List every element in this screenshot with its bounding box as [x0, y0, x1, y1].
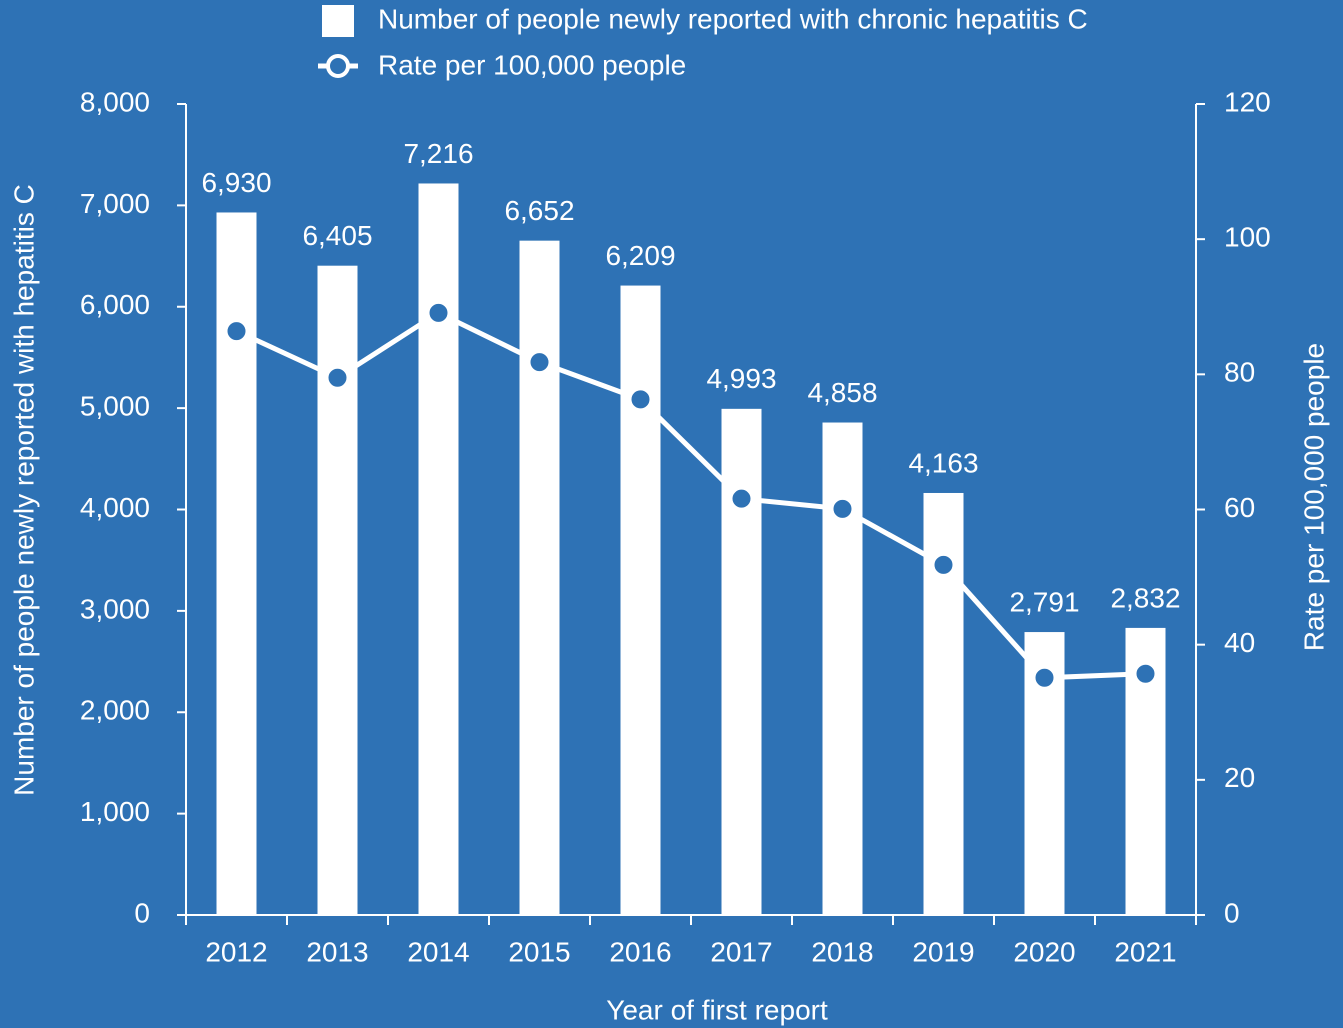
data-label: 4,993 [706, 363, 776, 394]
y2-tick-label: 0 [1224, 897, 1240, 928]
point [1031, 664, 1058, 691]
legend-swatch [322, 5, 354, 37]
bar [317, 265, 358, 915]
x-tick-label: 2016 [609, 936, 671, 967]
x-tick-label: 2013 [306, 936, 368, 967]
point [627, 386, 654, 413]
y-tick-label: 1,000 [80, 796, 150, 827]
bar [216, 212, 257, 915]
point [526, 349, 553, 376]
x-tick-label: 2020 [1013, 936, 1075, 967]
x-axis-title: Year of first report [606, 994, 828, 1025]
x-tick-label: 2017 [710, 936, 772, 967]
data-label: 4,163 [908, 447, 978, 478]
y-tick-label: 5,000 [80, 391, 150, 422]
point [829, 495, 856, 522]
point [324, 364, 351, 391]
y2-tick-label: 20 [1224, 762, 1255, 793]
x-tick-label: 2019 [912, 936, 974, 967]
bar [519, 240, 560, 915]
data-label: 6,930 [201, 167, 271, 198]
data-label: 6,652 [504, 195, 574, 226]
legend-marker [326, 54, 350, 78]
x-tick-label: 2014 [407, 936, 469, 967]
y2-tick-label: 60 [1224, 492, 1255, 523]
y2-tick-label: 40 [1224, 627, 1255, 658]
point [223, 318, 250, 345]
y-tick-label: 8,000 [80, 86, 150, 117]
y-tick-label: 3,000 [80, 593, 150, 624]
bar [418, 183, 459, 915]
point [728, 485, 755, 512]
point [1132, 660, 1159, 687]
y-tick-label: 4,000 [80, 492, 150, 523]
x-tick-label: 2015 [508, 936, 570, 967]
legend-label: Rate per 100,000 people [378, 49, 686, 80]
y2-tick-label: 100 [1224, 222, 1271, 253]
data-label: 2,832 [1110, 582, 1180, 613]
y-axis-title: Number of people newly reported with hep… [8, 184, 39, 796]
data-label: 4,858 [807, 377, 877, 408]
y2-axis-title: Rate per 100,000 people [1298, 343, 1329, 651]
y-tick-label: 2,000 [80, 695, 150, 726]
y-tick-label: 6,000 [80, 289, 150, 320]
legend-label: Number of people newly reported with chr… [378, 3, 1088, 34]
y2-tick-label: 120 [1224, 86, 1271, 117]
point [930, 551, 957, 578]
point [425, 299, 452, 326]
y2-tick-label: 80 [1224, 357, 1255, 388]
y-tick-label: 0 [134, 897, 150, 928]
data-label: 2,791 [1009, 586, 1079, 617]
data-label: 6,209 [605, 240, 675, 271]
x-tick-label: 2018 [811, 936, 873, 967]
y-tick-label: 7,000 [80, 188, 150, 219]
bar [620, 285, 661, 915]
x-tick-label: 2021 [1114, 936, 1176, 967]
x-tick-label: 2012 [205, 936, 267, 967]
data-label: 6,405 [302, 220, 372, 251]
data-label: 7,216 [403, 138, 473, 169]
line [235, 309, 1146, 681]
